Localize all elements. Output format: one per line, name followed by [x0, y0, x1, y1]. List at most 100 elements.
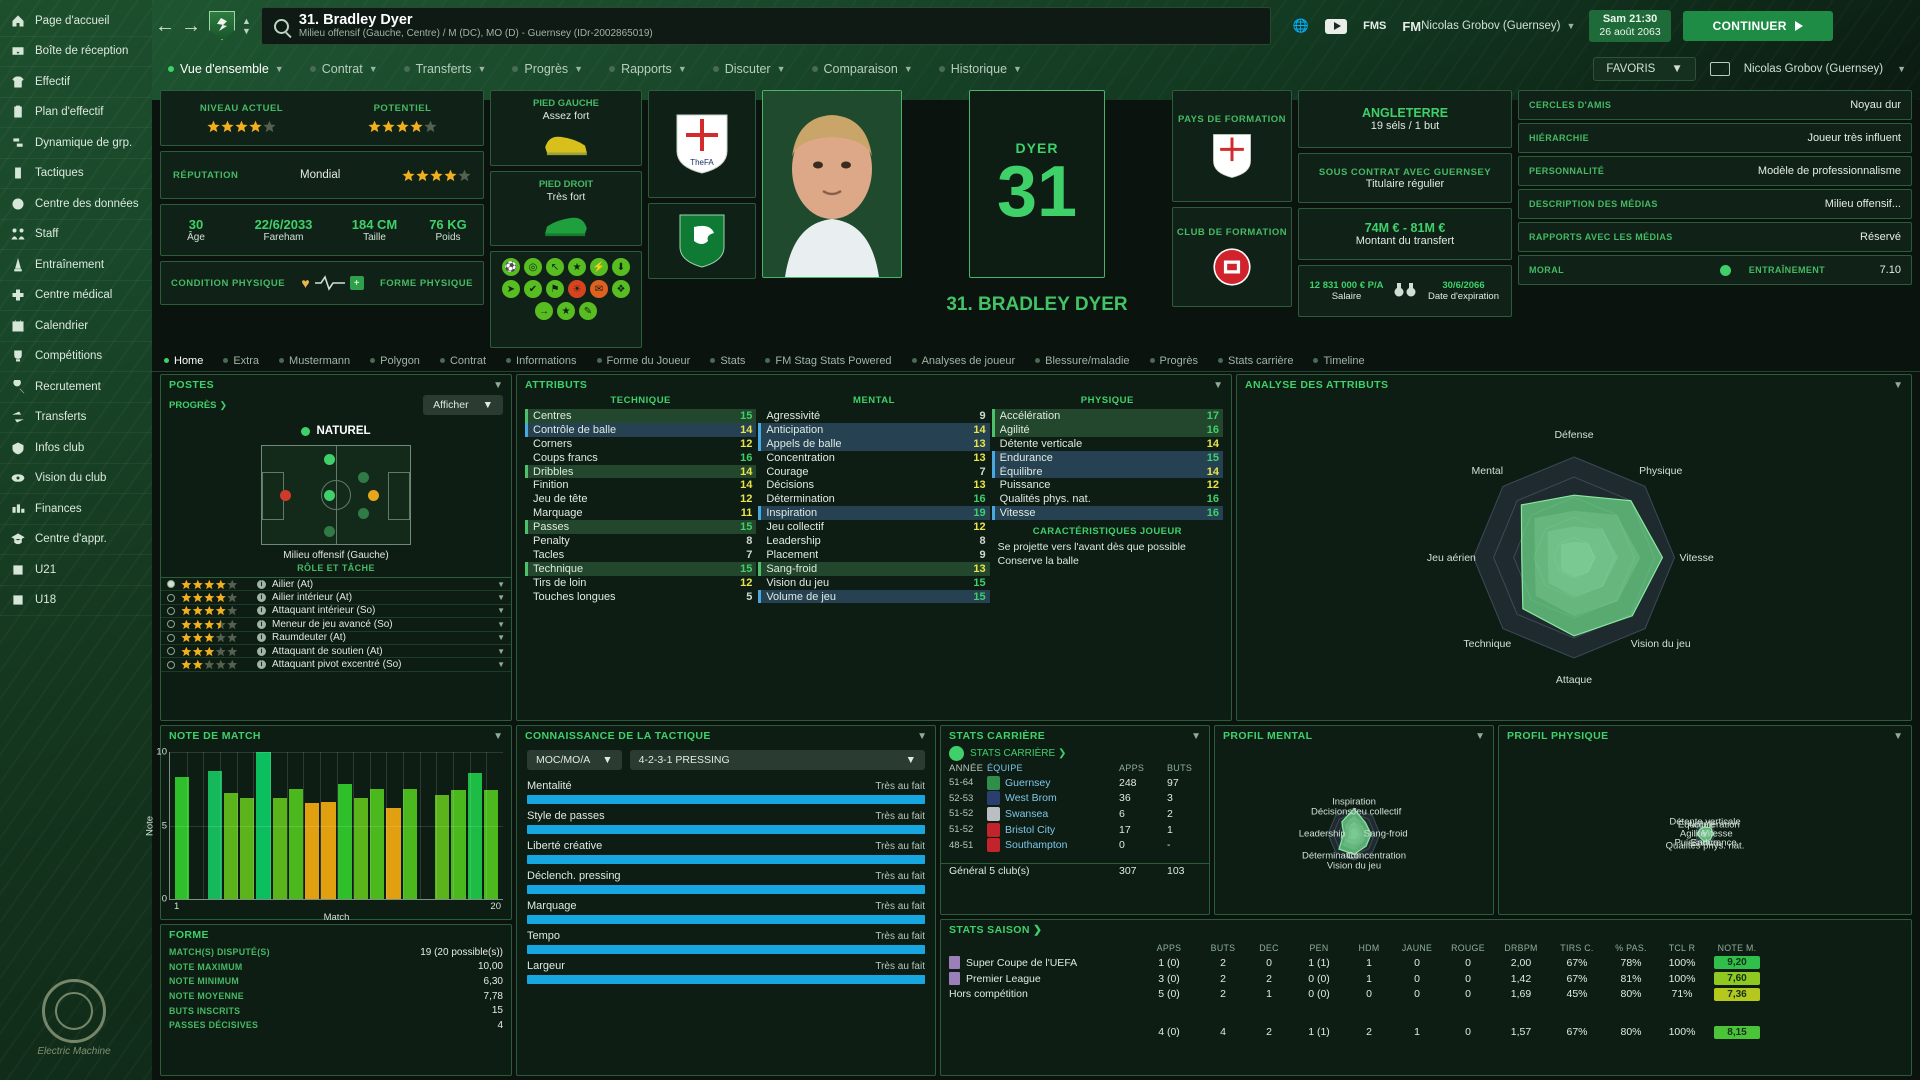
attribute-row[interactable]: Centres 15 — [525, 409, 757, 423]
role-row-3[interactable]: i Meneur de jeu avancé (So) ▼ — [161, 618, 511, 632]
subnav-item-2[interactable]: Transferts ▼ — [403, 62, 486, 76]
attribute-row[interactable]: Agilité 16 — [991, 422, 1223, 437]
sidebar-item-14[interactable]: Infos club — [0, 433, 152, 464]
trait-icon-12[interactable]: → — [535, 302, 553, 321]
info-icon[interactable]: i — [257, 579, 266, 589]
tab-13[interactable]: Timeline — [1313, 355, 1365, 367]
sidebar-item-3[interactable]: Plan d'effectif — [0, 98, 152, 128]
career-team[interactable]: Guernsey — [987, 775, 1119, 790]
sidebar-item-4[interactable]: Dynamique de grp. — [0, 128, 152, 159]
attribute-row[interactable]: Appels de balle 13 — [758, 436, 990, 451]
career-row-1[interactable]: 52-53 West Brom 36 3 — [941, 791, 1209, 807]
attribute-row[interactable]: Anticipation 14 — [758, 422, 990, 437]
sidebar-item-7[interactable]: Staff — [0, 220, 152, 250]
sidebar-item-9[interactable]: Centre médical — [0, 281, 152, 311]
attribute-row[interactable]: Accélération 17 — [991, 409, 1223, 423]
info-icon[interactable]: i — [257, 633, 266, 643]
role-radio[interactable] — [167, 647, 175, 656]
trait-icon-6[interactable]: ➤ — [502, 280, 520, 299]
trait-icon-2[interactable]: ↖ — [546, 258, 564, 277]
role-row-1[interactable]: i Ailier intérieur (At) ▼ — [161, 591, 511, 605]
sidebar-item-6[interactable]: Centre des données — [0, 189, 152, 220]
attribute-row[interactable]: Touches longues 5 — [525, 590, 756, 604]
role-radio[interactable] — [167, 580, 175, 589]
attribute-row[interactable]: Coups francs 16 — [525, 451, 756, 465]
attribute-row[interactable]: Placement 9 — [758, 548, 989, 562]
attribute-row[interactable]: Endurance 15 — [991, 450, 1223, 465]
chevron-down-icon[interactable]: ▼ — [497, 579, 505, 589]
trait-icon-11[interactable]: ❖ — [612, 280, 630, 299]
chevron-down-icon[interactable]: ▼ — [497, 633, 505, 643]
forward-arrow-icon[interactable]: → — [181, 14, 201, 37]
attribute-row[interactable]: Équilibre 14 — [991, 464, 1223, 479]
sidebar-item-12[interactable]: Recrutement — [0, 372, 152, 403]
career-team[interactable]: Southampton — [987, 838, 1119, 853]
attribute-row[interactable]: Tacles 7 — [525, 548, 756, 562]
tab-8[interactable]: FM Stag Stats Powered — [765, 355, 892, 367]
role-row-6[interactable]: i Attaquant pivot excentré (So) ▼ — [161, 658, 511, 672]
club-badge-large[interactable] — [648, 203, 756, 279]
sidebar-item-18[interactable]: U21 — [0, 555, 152, 586]
role-radio[interactable] — [167, 620, 175, 629]
role-row-0[interactable]: i Ailier (At) ▼ — [161, 578, 511, 592]
info-icon[interactable]: i — [257, 660, 266, 670]
fms-icon[interactable]: FMS — [1363, 20, 1387, 32]
attribute-row[interactable]: Qualités phys. nat. 16 — [992, 492, 1223, 506]
role-radio[interactable] — [167, 593, 175, 602]
season-row-1[interactable]: Premier League 3 (0) 2 2 0 (0) 1 0 0 1,42 67% 81% 1… — [941, 971, 1911, 987]
tactic-select[interactable]: 4-2-3-1 PRESSING ▼ — [629, 750, 925, 770]
trait-icon-7[interactable]: ✔ — [524, 280, 542, 299]
attribute-row[interactable]: Puissance 12 — [992, 478, 1223, 492]
sidebar-item-13[interactable]: Transferts — [0, 403, 152, 433]
player-spinner[interactable]: ▲ ▼ — [242, 16, 251, 36]
position-select[interactable]: MOC/MO/A ▼ — [527, 750, 622, 770]
attribute-row[interactable]: Leadership 8 — [758, 534, 989, 548]
info-icon[interactable]: i — [257, 619, 266, 629]
attribute-row[interactable]: Agressivité 9 — [758, 409, 989, 423]
screen-icon[interactable] — [1709, 62, 1730, 76]
attribute-row[interactable]: Finition 14 — [525, 478, 756, 492]
national-team-badge[interactable]: TheFA — [648, 90, 756, 198]
sidebar-item-15[interactable]: Vision du club — [0, 464, 152, 494]
tab-6[interactable]: Forme du Joueur — [596, 355, 690, 367]
info-icon[interactable]: i — [257, 606, 266, 616]
season-row-0[interactable]: Super Coupe de l'UEFA 1 (0) 2 0 1 (1) 1 0 0 2,00… — [941, 955, 1911, 971]
role-radio[interactable] — [167, 633, 175, 642]
tab-4[interactable]: Contrat — [439, 355, 486, 367]
career-row-4[interactable]: 48-51 Southampton 0 - — [941, 837, 1209, 853]
back-arrow-icon[interactable]: ← — [155, 14, 175, 37]
attribute-row[interactable]: Vitesse 16 — [991, 506, 1223, 521]
trait-icon-0[interactable]: ⚽ — [502, 258, 520, 277]
subnav-item-7[interactable]: Historique ▼ — [938, 62, 1022, 76]
subnav-item-3[interactable]: Progrès ▼ — [512, 62, 583, 76]
attribute-row[interactable]: Contrôle de balle 14 — [525, 422, 757, 437]
trait-icon-1[interactable]: ◎ — [524, 258, 542, 277]
chevron-down-icon[interactable]: ▼ — [497, 660, 505, 670]
chevron-down-icon[interactable]: ▼ — [493, 730, 503, 742]
trait-icon-10[interactable]: ✉ — [590, 280, 608, 299]
attribute-row[interactable]: Passes 15 — [525, 520, 757, 535]
career-team[interactable]: West Brom — [987, 791, 1119, 806]
tab-7[interactable]: Stats — [710, 355, 745, 367]
career-team[interactable]: Swansea — [987, 806, 1119, 821]
attribute-row[interactable]: Tirs de loin 12 — [525, 576, 756, 590]
attribute-row[interactable]: Marquage 11 — [525, 506, 756, 520]
sidebar-item-11[interactable]: Compétitions — [0, 342, 152, 372]
attribute-row[interactable]: Jeu de tête 12 — [525, 492, 756, 506]
attribute-row[interactable]: Sang-froid 13 — [758, 561, 990, 576]
user-selector[interactable]: Nicolas Grobov (Guernsey) ▼ — [1421, 20, 1575, 32]
attribute-row[interactable]: Vision du jeu 15 — [758, 576, 989, 590]
trait-icon-9[interactable]: ☀ — [568, 280, 586, 299]
chevron-down-icon[interactable]: ▼ — [497, 619, 505, 629]
chevron-down-icon[interactable]: ▼ — [1893, 379, 1903, 391]
subnav-item-0[interactable]: Vue d'ensemble ▼ — [168, 62, 284, 76]
role-row-5[interactable]: i Attaquant de soutien (At) ▼ — [161, 645, 511, 659]
trait-icon-4[interactable]: ⚡ — [590, 258, 608, 277]
display-dropdown[interactable]: Afficher ▼ — [423, 395, 503, 415]
role-row-2[interactable]: i Attaquant intérieur (So) ▼ — [161, 605, 511, 619]
attribute-row[interactable]: Technique 15 — [525, 561, 757, 576]
tab-2[interactable]: Mustermann — [279, 355, 350, 367]
search-input[interactable]: 31. Bradley Dyer Milieu offensif (Gauche… — [260, 7, 1271, 45]
subnav-item-5[interactable]: Discuter ▼ — [712, 62, 786, 76]
career-team[interactable]: Bristol City — [987, 822, 1119, 837]
